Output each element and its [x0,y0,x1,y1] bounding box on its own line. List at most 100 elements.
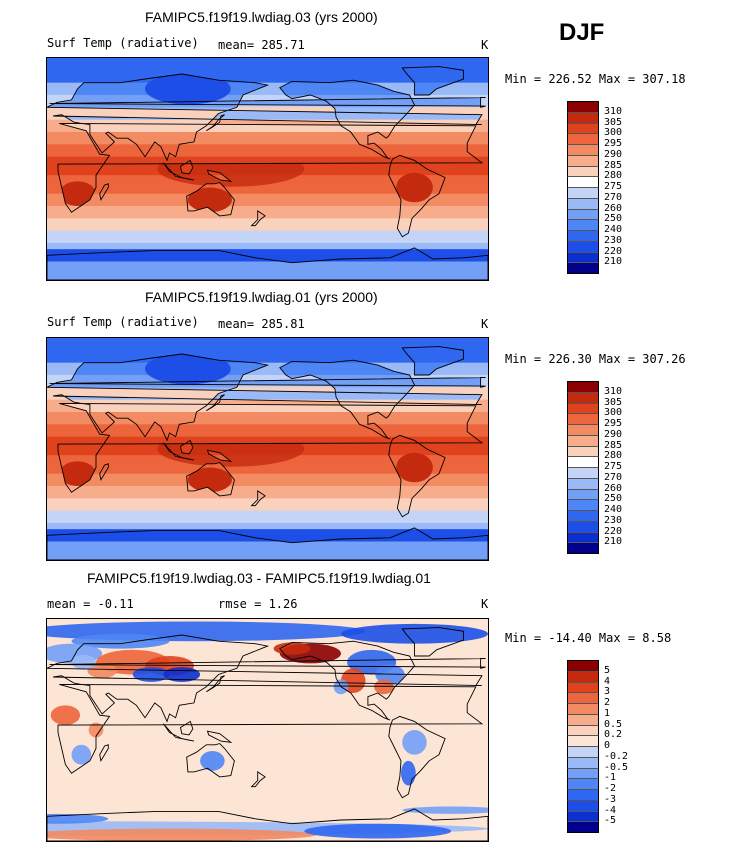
land-band [47,430,488,438]
ocean-band [47,375,488,382]
coastline [57,683,484,774]
colorbar-tick-label: -2 [604,783,617,794]
panel-2-map [46,337,489,561]
ocean-band [47,523,488,530]
anomaly-region [132,667,170,682]
antarctic-plateau [47,541,488,560]
panel-3-title: FAMIPC5.f19f19.lwdiag.03 - FAMIPC5.f19f1… [87,570,431,586]
colorbar-swatch [567,520,599,532]
ocean-band [47,461,488,469]
land-band [47,113,488,121]
coastline [250,490,266,507]
land-band [47,393,488,401]
coastline [47,353,483,442]
land-band [47,138,488,145]
panel-1-colorbar: 310 305 300 295 290 285 280 275 270 260 250 240 230 2… [567,101,647,274]
colorbar-swatch [567,413,599,425]
colorbar-swatch [567,208,599,220]
land-band [47,424,488,432]
colorbar-tick-label: 5 [604,664,611,676]
land-band [47,418,488,425]
anomaly-region [71,654,96,670]
coastline [163,723,195,742]
colorbar-tick-label: 260 [604,482,623,494]
colorbar-tick-label: 210 [604,256,623,268]
colorbar-swatch [567,176,599,188]
colorbar-swatch [567,821,599,833]
colorbar-tick-label: 270 [604,471,623,483]
panel-2-variable-label: Surf Temp (radiative) [47,315,199,329]
colorbar-tick-label: 0.5 [604,718,623,730]
coastline [186,462,235,497]
coastline [279,640,416,721]
coastline [401,627,464,657]
colorbar-swatch [567,692,599,704]
land-band [47,156,488,164]
siberia-cold [145,73,231,105]
colorbar-tick-label: -3 [604,793,617,805]
colorbar-tick-label: 220 [604,245,623,257]
colorbar-swatch [567,262,599,274]
colorbar-swatch [567,499,599,511]
panel-2-mean-label: mean= 285.81 [218,317,305,331]
panel-3-mean-label: mean = -0.11 [47,597,134,611]
colorbar-tick-label: 285 [604,439,623,451]
ocean-band [47,535,488,543]
panel-2-title: FAMIPC5.f19f19.lwdiag.01 (yrs 2000) [145,289,378,305]
colorbar-swatch [567,488,599,500]
ocean-band [47,467,488,475]
coastline [47,808,488,841]
anomaly-region [304,823,452,839]
colorbar-swatch [567,789,599,801]
anomaly-region [401,760,416,786]
colorbar-tick-label: -0.2 [604,750,629,762]
colorbar-swatch [567,197,599,209]
colorbar-tick-label: -5 [604,815,617,827]
colorbar-tick-label: 250 [604,213,623,225]
colorbar-swatch [567,531,599,543]
anomaly-region [71,633,170,649]
ocean-band [47,236,488,244]
colorbar-tick-label: 0 [604,740,611,751]
ocean-band [47,243,488,250]
colorbar-tick-label: 230 [604,234,623,246]
land-band [47,144,488,152]
panel-3-colorbar: 5 4 3 2 1 0.5 0.2 0 -0.2 -0.5 -1 -2 -3 -4 -5 [567,660,647,833]
panel-1-variable-label: Surf Temp (radiative) [47,36,199,50]
ocean-band [47,88,488,96]
ocean-band [47,199,488,207]
colorbar-tick-label: 295 [604,138,623,149]
ocean-band [47,181,488,189]
anomaly-region [47,813,109,824]
panel-1-title: FAMIPC5.f19f19.lwdiag.03 (yrs 2000) [145,9,378,25]
land-band [47,132,488,139]
colorbar-tick-label: -1 [604,772,617,784]
colorbar-swatch [567,746,599,758]
anomaly-region [402,730,427,755]
anomaly-region [88,722,104,738]
colorbar-tick-label: 285 [604,159,623,171]
colorbar-tick-label: 310 [604,105,623,117]
colorbar-tick-label: -4 [604,804,617,816]
colorbar-tick-label: 1 [604,707,611,719]
anomaly-region [47,828,317,841]
colorbar-swatch [567,219,599,231]
colorbar-tick-label: 230 [604,514,623,526]
colorbar-swatch [567,735,599,747]
ocean-band [47,119,488,127]
coastline [47,634,483,723]
ocean-band [47,356,488,364]
coastline [179,720,194,736]
land-band [47,405,488,413]
colorbar-tick-label: -0.5 [604,761,629,773]
colorbar-swatch [567,230,599,242]
ocean-band [47,516,488,524]
colorbar-swatch [567,424,599,436]
hot-region [59,461,96,486]
anomaly-region [341,623,488,644]
coastline [47,247,488,280]
colorbar-swatch [567,467,599,479]
anomaly-region [50,705,81,726]
ocean-band [47,368,488,376]
coastline [57,402,484,493]
